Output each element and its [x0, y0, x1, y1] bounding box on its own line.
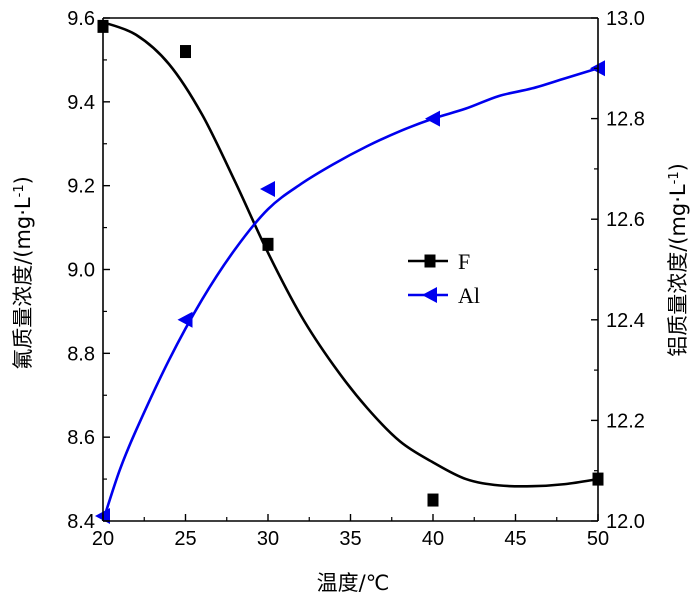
series-f-line: [102, 20, 599, 488]
series-al-point: [177, 311, 193, 328]
plot-frame: [102, 17, 599, 522]
legend: F Al: [408, 249, 480, 308]
y-axis-right-label: 铝质量浓度/(mg·L-1): [666, 163, 690, 357]
y-axis-left-label-sup: -1: [12, 184, 27, 197]
x-tick-label: 40: [422, 528, 444, 550]
x-tick-label: 20: [92, 528, 114, 550]
x-tick-label: 30: [257, 528, 279, 550]
legend-al-label: Al: [458, 283, 480, 308]
x-axis-label: 温度/℃: [317, 571, 390, 595]
data-markers: [95, 19, 605, 524]
x-tick-label: 25: [174, 528, 196, 550]
y-right-tick-label: 12.6: [606, 209, 645, 231]
y-axis-left-label-close: ): [11, 176, 35, 184]
series-f-point: [180, 45, 191, 59]
y-right-tick-label: 12.0: [606, 511, 645, 533]
y-left-tick-label: 9.4: [67, 92, 95, 114]
y-right-tick-label: 12.4: [606, 310, 645, 332]
y-left-tick-label: 9.2: [67, 176, 95, 198]
y-axis-right-label-close: ): [666, 163, 690, 171]
series-f-point: [427, 493, 439, 507]
x-tick-label: 35: [339, 528, 361, 550]
y-left-tick-label: 8.4: [67, 511, 95, 533]
series-al-point: [260, 181, 275, 198]
y-axis-right-label-sup: -1: [667, 171, 682, 184]
y-left-tick-label: 8.6: [67, 427, 95, 449]
y-right-tick-label: 13.0: [606, 8, 645, 30]
y-left-tick-label: 9.0: [67, 260, 95, 282]
y-right-tick-label: 12.2: [606, 410, 645, 432]
series-al-point: [425, 110, 440, 127]
y-left-tick-label: 8.8: [67, 343, 95, 365]
series-al-line: [101, 67, 599, 522]
y-axis-left-label: 氟质量浓度/(mg·L-1): [11, 176, 35, 370]
y-right-tick-label: 12.8: [606, 109, 645, 131]
legend-f-marker: [424, 254, 436, 268]
x-tick-label: 50: [587, 528, 609, 550]
x-tick-label: 45: [504, 528, 526, 550]
legend-al-marker: [422, 287, 437, 303]
y-left-tick-label: 9.6: [67, 8, 95, 30]
y-axis-right-label-main: 铝质量浓度/(mg·L: [666, 184, 690, 357]
y-axis-left-label-main: 氟质量浓度/(mg·L: [11, 197, 35, 370]
legend-f-label: F: [458, 249, 470, 274]
series-f-point: [262, 237, 274, 251]
fit-curves: [101, 20, 599, 522]
axis-ticks: 20 25 30 35 40 45 50 8.4 8.6 8.8 9.0 9.2 9.4 9.6 12.0 1…: [67, 8, 645, 550]
